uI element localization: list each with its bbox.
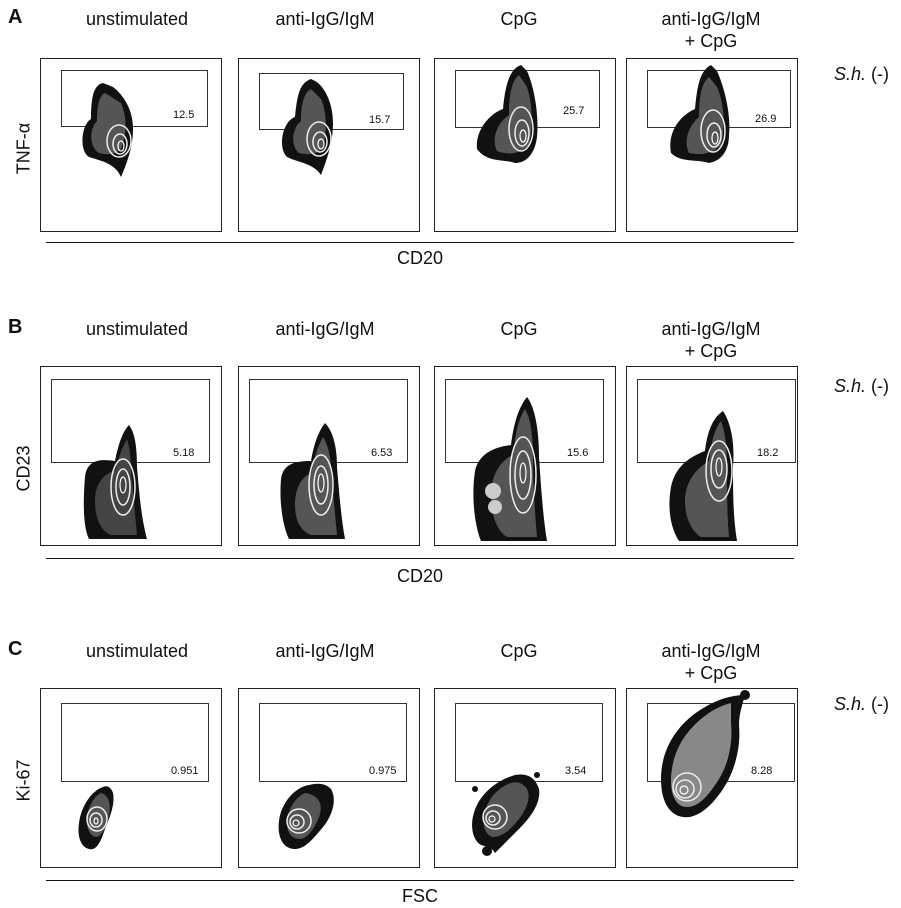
density-contour (83, 425, 147, 539)
density-contour (476, 65, 538, 163)
gate-percentage: 25.7 (563, 105, 585, 117)
sh-italic: S.h. (834, 694, 867, 714)
column-title-line-1: anti-IgG/IgM (661, 9, 761, 29)
x-axis-label: CD20 (396, 248, 444, 268)
panel-letter: A (8, 6, 23, 28)
column-title-cpg: CpG (500, 319, 538, 339)
column-title-line-2: + CpG (684, 341, 738, 361)
column-title-anti-igg-igm: anti-IgG/IgM (275, 319, 375, 339)
gate-percentage: 8.28 (751, 765, 773, 777)
gate-box (61, 70, 208, 127)
gate-percentage: 0.951 (171, 765, 199, 777)
x-axis-label: CD20 (396, 566, 444, 586)
column-title-anti-igg-igm-cpg: anti-IgG/IgM + CpG (626, 640, 796, 684)
sh-italic: S.h. (834, 376, 867, 396)
flow-plot: 3.54 (434, 688, 616, 868)
flow-plot: 5.18 (40, 366, 222, 546)
gate-box (61, 703, 209, 782)
gate-percentage: 6.53 (371, 447, 393, 459)
x-axis-line (46, 558, 794, 559)
flow-plot: 6.53 (238, 366, 420, 546)
panel-letter: B (8, 316, 23, 338)
gate-percentage: 15.7 (369, 114, 391, 126)
flow-plot: 15.7 (238, 58, 420, 232)
column-title-line-1: anti-IgG/IgM (661, 641, 761, 661)
gate-percentage: 3.54 (565, 765, 587, 777)
y-axis-label: TNF-α (13, 122, 34, 175)
sh-label: S.h. (-) (834, 376, 889, 397)
density-contour (78, 786, 114, 850)
column-title-anti-igg-igm-cpg: anti-IgG/IgM + CpG (626, 318, 796, 362)
x-axis-label: FSC (402, 886, 438, 906)
sh-suffix: (-) (871, 694, 890, 714)
flow-plot: 18.2 (626, 366, 798, 546)
gate-percentage: 12.5 (173, 109, 195, 121)
column-title-line-2: + CpG (684, 663, 738, 683)
density-contour (278, 783, 334, 849)
density-contour (661, 690, 750, 818)
flow-plot: 26.9 (626, 58, 798, 232)
column-title-unstimulated: unstimulated (85, 641, 189, 661)
sh-label: S.h. (-) (834, 694, 889, 715)
x-axis-line (46, 880, 794, 881)
density-contour (281, 79, 333, 175)
sh-suffix: (-) (871, 376, 890, 396)
flow-plot: 0.975 (238, 688, 420, 868)
density-contour (473, 397, 547, 541)
density-contour (669, 411, 737, 541)
density-contour (82, 83, 133, 177)
y-axis-label: CD23 (13, 445, 34, 492)
panel-letter: C (8, 638, 23, 660)
gate-percentage: 15.6 (567, 447, 589, 459)
column-title-anti-igg-igm: anti-IgG/IgM (275, 641, 375, 661)
gate-percentage: 5.18 (173, 447, 195, 459)
flow-plot: 0.951 (40, 688, 222, 868)
column-title-cpg: CpG (500, 9, 538, 29)
gate-percentage: 0.975 (369, 765, 397, 777)
gate-percentage: 18.2 (757, 447, 779, 459)
column-title-unstimulated: unstimulated (85, 319, 189, 339)
column-title-anti-igg-igm: anti-IgG/IgM (275, 9, 375, 29)
flow-plot: 25.7 (434, 58, 616, 232)
gate-percentage: 26.9 (755, 113, 777, 125)
flow-plot: 15.6 (434, 366, 616, 546)
column-title-unstimulated: unstimulated (85, 9, 189, 29)
sh-label: S.h. (-) (834, 64, 889, 85)
sh-italic: S.h. (834, 64, 867, 84)
density-contour (670, 65, 730, 163)
y-axis-label: Ki-67 (13, 759, 34, 802)
gate-box (259, 703, 407, 782)
column-title-anti-igg-igm-cpg: anti-IgG/IgM + CpG (626, 8, 796, 52)
flow-plot: 8.28 (626, 688, 798, 868)
x-axis-line (46, 242, 794, 243)
column-title-line-2: + CpG (684, 31, 738, 51)
flow-plot: 12.5 (40, 58, 222, 232)
density-contour (280, 423, 345, 539)
column-title-cpg: CpG (500, 641, 538, 661)
column-title-line-1: anti-IgG/IgM (661, 319, 761, 339)
sh-suffix: (-) (871, 64, 890, 84)
density-contour (472, 772, 540, 856)
